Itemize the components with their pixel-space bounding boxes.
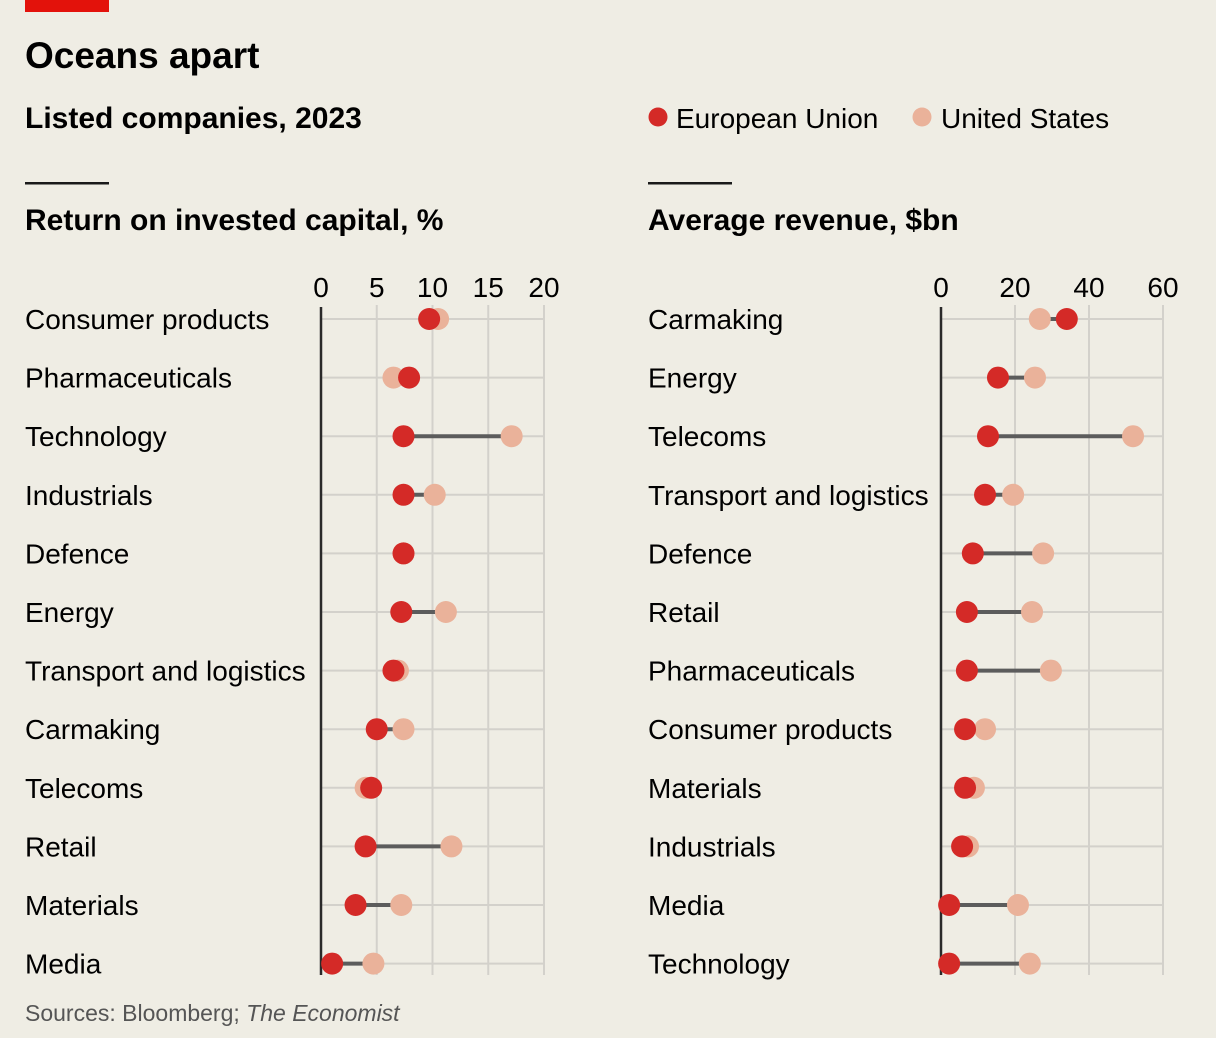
panel-2: Average revenue, $bn 0 20 40 60 Carmaking Ener… xyxy=(648,182,1179,980)
category-label: Energy xyxy=(25,597,114,628)
dot-eu xyxy=(974,483,997,506)
brand-bar xyxy=(25,0,109,12)
dot-eu xyxy=(392,425,415,448)
panel-title: Average revenue, $bn xyxy=(648,204,959,237)
dot-eu xyxy=(938,952,961,975)
dot-us xyxy=(1023,366,1046,389)
dot-us xyxy=(392,718,415,741)
dot-eu xyxy=(986,366,1009,389)
legend-label-us: United States xyxy=(941,103,1109,134)
dot-eu xyxy=(955,659,978,682)
source-italic: The Economist xyxy=(246,1000,401,1026)
category-label: Media xyxy=(648,890,725,921)
category-label: Pharmaceuticals xyxy=(648,656,855,687)
dot-eu xyxy=(954,718,977,741)
dot-eu xyxy=(398,366,421,389)
dot-eu xyxy=(961,542,984,565)
category-label: Carmaking xyxy=(25,714,160,745)
dot-eu xyxy=(1055,308,1078,330)
dot-us xyxy=(362,952,385,975)
category-label: Transport and logistics xyxy=(648,480,929,511)
dot-us xyxy=(440,835,463,858)
category-label: Defence xyxy=(25,538,129,569)
chart-title: Oceans apart xyxy=(25,35,259,76)
category-label: Retail xyxy=(25,831,97,862)
category-label: Technology xyxy=(648,949,790,980)
dot-us xyxy=(1018,952,1041,975)
dot-eu xyxy=(390,601,413,623)
dot-eu xyxy=(382,659,405,682)
dot-eu xyxy=(321,952,344,975)
dot-us xyxy=(1122,425,1145,448)
tick-label: 5 xyxy=(369,272,385,303)
legend: European Union United States xyxy=(648,103,1109,134)
category-label: Consumer products xyxy=(648,714,892,745)
dot-eu xyxy=(938,894,961,916)
dot-eu xyxy=(418,308,441,330)
tick-label: 20 xyxy=(528,272,559,303)
tick-label: 0 xyxy=(933,272,949,303)
dot-eu xyxy=(354,835,377,858)
panel-title: Return on invested capital, % xyxy=(25,204,443,237)
category-label: Media xyxy=(25,949,102,980)
dot-us xyxy=(1006,894,1029,916)
dot-us xyxy=(974,718,997,741)
category-label: Industrials xyxy=(648,831,776,862)
category-label: Defence xyxy=(648,538,752,569)
dot-us xyxy=(382,366,405,389)
category-label: Technology xyxy=(25,421,167,452)
source-prefix: Sources: Bloomberg; xyxy=(25,1000,246,1026)
dot-eu xyxy=(951,835,974,858)
dot-us xyxy=(1002,483,1025,506)
dot-eu xyxy=(955,601,978,623)
tick-label: 40 xyxy=(1073,272,1104,303)
category-label: Materials xyxy=(648,773,762,804)
tick-label: 10 xyxy=(417,272,448,303)
dot-eu xyxy=(392,542,415,565)
category-label: Energy xyxy=(648,363,737,394)
category-label: Consumer products xyxy=(25,304,269,335)
dot-eu xyxy=(365,718,388,741)
panel-rule xyxy=(25,182,109,185)
dot-eu xyxy=(976,425,999,448)
dot-eu xyxy=(344,894,367,916)
tick-label: 15 xyxy=(473,272,504,303)
dot-us xyxy=(1039,659,1062,682)
category-label: Industrials xyxy=(25,480,153,511)
dot-eu xyxy=(360,776,383,799)
tick-label: 20 xyxy=(999,272,1030,303)
legend-marker-us xyxy=(912,107,932,127)
dot-us xyxy=(500,425,523,448)
legend-marker-eu xyxy=(648,107,668,127)
dot-us xyxy=(1021,601,1044,623)
dot-us xyxy=(1032,542,1055,565)
category-label: Retail xyxy=(648,597,720,628)
dot-us xyxy=(1028,308,1051,330)
dot-us xyxy=(390,894,413,916)
panel-rule xyxy=(648,182,732,185)
dot-us xyxy=(423,483,446,506)
source-note: Sources: Bloomberg; The Economist xyxy=(25,1000,401,1026)
tick-label: 60 xyxy=(1147,272,1178,303)
category-label: Telecoms xyxy=(648,421,766,452)
category-label: Carmaking xyxy=(648,304,783,335)
category-label: Telecoms xyxy=(25,773,143,804)
category-label: Pharmaceuticals xyxy=(25,363,232,394)
dot-eu xyxy=(954,776,977,799)
panel-1: Return on invested capital, % 0 5 10 15 20 Con… xyxy=(25,182,560,980)
legend-label-eu: European Union xyxy=(676,103,878,134)
chart-subtitle: Listed companies, 2023 xyxy=(25,102,362,135)
dot-us xyxy=(434,601,457,623)
dot-eu xyxy=(392,483,415,506)
tick-label: 0 xyxy=(313,272,329,303)
category-label: Transport and logistics xyxy=(25,656,306,687)
category-label: Materials xyxy=(25,890,139,921)
